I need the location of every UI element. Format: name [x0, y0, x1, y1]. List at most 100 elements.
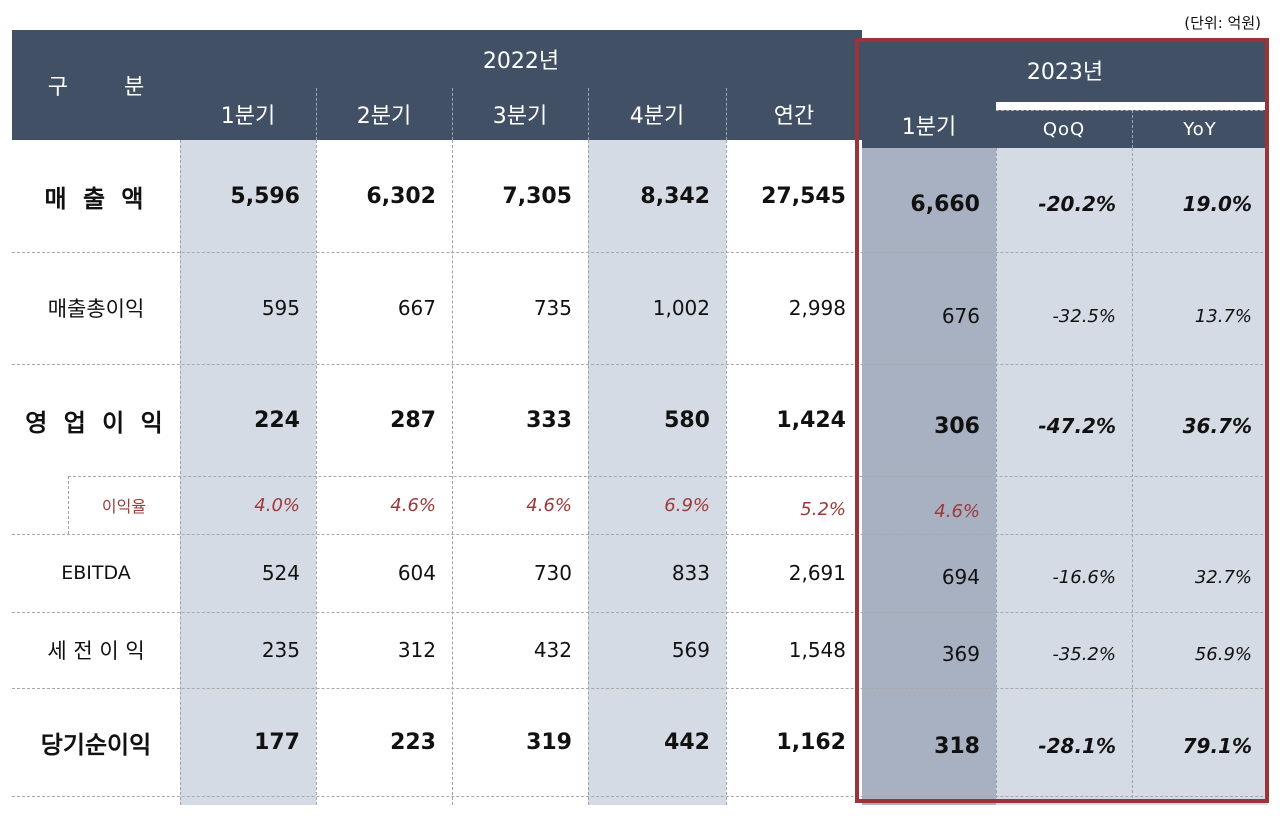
shade-q1-2023 — [862, 140, 996, 805]
shade-yoy — [1132, 140, 1268, 805]
row-divider — [68, 476, 69, 534]
col-divider — [180, 140, 181, 805]
shade-q4-2022 — [588, 140, 726, 805]
cell-revenue-2022-q3: 7,305 — [502, 183, 572, 209]
hdr-divider — [316, 88, 317, 140]
cell-pretax-qoq: -35.2% — [1052, 643, 1116, 665]
cell-revenue-2022-annual: 27,545 — [761, 183, 846, 209]
cell-ebitda-2022-q1: 524 — [261, 561, 300, 585]
cell-margin-2022-annual: 5.2% — [800, 498, 846, 520]
cell-pretax-2022-q3: 432 — [533, 638, 572, 662]
col-divider — [316, 140, 317, 805]
col-divider — [452, 140, 453, 805]
row-label-ebitda: EBITDA — [61, 562, 131, 584]
cell-operating-2023-q1: 306 — [934, 413, 980, 439]
col-divider — [996, 148, 997, 803]
highlight-2023-box — [855, 38, 1269, 803]
hdr-divider — [452, 88, 453, 140]
cell-net-2022-q1: 177 — [254, 729, 300, 755]
cell-operating-qoq: -47.2% — [1038, 414, 1116, 438]
hdr-divider — [726, 88, 727, 140]
cell-operating-yoy: 36.7% — [1182, 414, 1252, 438]
col-divider — [1132, 148, 1133, 803]
cell-operating-2022-annual: 1,424 — [776, 407, 846, 433]
cell-ebitda-2023-q1: 694 — [941, 565, 980, 589]
header-year-2022: 2022년 — [180, 30, 862, 88]
cell-operating-2022-q2: 287 — [390, 407, 436, 433]
cell-gross-2023-q1: 676 — [941, 304, 980, 328]
col-divider — [726, 140, 727, 805]
cell-ebitda-2022-q3: 730 — [533, 561, 572, 585]
row-label-net-income: 당기순이익 — [40, 730, 152, 759]
shade-qoq — [996, 140, 1132, 805]
cell-gross-2022-q1: 595 — [261, 296, 300, 320]
cell-revenue-2022-q4: 8,342 — [640, 183, 710, 209]
cell-pretax-2022-q2: 312 — [397, 638, 436, 662]
cell-ebitda-2022-annual: 2,691 — [788, 561, 846, 585]
col-header-2022-annual: 연간 — [726, 88, 862, 140]
cell-margin-2023-q1: 4.6% — [934, 500, 980, 522]
cell-revenue-2022-q1: 5,596 — [230, 183, 300, 209]
col-header-yoy: YoY — [1132, 110, 1268, 148]
header-category-right: 분 — [124, 75, 145, 100]
col-header-2022-q2: 2분기 — [316, 88, 452, 140]
cell-gross-yoy: 13.7% — [1194, 305, 1252, 327]
cell-operating-2022-q3: 333 — [526, 407, 572, 433]
row-label-margin: 이익율 — [101, 497, 147, 516]
cell-net-2022-q2: 223 — [390, 729, 436, 755]
cell-net-2022-q3: 319 — [526, 729, 572, 755]
cell-revenue-2022-q2: 6,302 — [366, 183, 436, 209]
row-divider — [12, 796, 1268, 797]
col-header-2022-q1: 1분기 — [180, 88, 316, 140]
cell-margin-2022-q4: 6.9% — [664, 494, 710, 516]
cell-pretax-2022-annual: 1,548 — [788, 638, 846, 662]
cell-revenue-yoy: 19.0% — [1182, 192, 1252, 216]
cell-pretax-2022-q4: 569 — [671, 638, 710, 662]
cell-operating-2022-q4: 580 — [664, 407, 710, 433]
row-label-gross-profit: 매출총이익 — [47, 297, 145, 321]
cell-margin-2022-q3: 4.6% — [526, 494, 572, 516]
cell-pretax-yoy: 56.9% — [1194, 643, 1252, 665]
header-category: 구 분 — [12, 30, 180, 140]
hdr-divider — [1132, 110, 1133, 148]
col-header-2023-q1: 1분기 — [862, 102, 996, 148]
cell-gross-2022-q3: 735 — [533, 296, 572, 320]
row-label-operating-profit: 영 업 이 익 — [25, 408, 167, 437]
col-divider — [588, 140, 589, 805]
cell-gross-qoq: -32.5% — [1052, 305, 1116, 327]
cell-ebitda-yoy: 32.7% — [1194, 566, 1252, 588]
cell-revenue-qoq: -20.2% — [1038, 192, 1116, 216]
cell-net-2022-annual: 1,162 — [776, 729, 846, 755]
cell-ebitda-2022-q2: 604 — [397, 561, 436, 585]
cell-pretax-2022-q1: 235 — [261, 638, 300, 662]
row-divider — [68, 476, 1268, 477]
header-year-2023: 2023년 — [862, 38, 1268, 102]
row-label-pretax: 세 전 이 익 — [47, 639, 145, 663]
shade-q1-2022 — [180, 140, 316, 805]
financial-table: 구 분 2022년 2023년 1분기 2분기 3분기 4분기 연간 1분기 Q… — [12, 30, 1272, 805]
row-divider — [12, 252, 1268, 253]
col-header-2022-q3: 3분기 — [452, 88, 588, 140]
cell-gross-2022-q4: 1,002 — [652, 296, 710, 320]
cell-net-2023-q1: 318 — [934, 733, 980, 759]
header-category-left: 구 — [47, 75, 68, 100]
row-divider — [12, 534, 1268, 535]
col-header-qoq: QoQ — [996, 110, 1132, 148]
row-divider — [12, 364, 1268, 365]
cell-net-yoy: 79.1% — [1182, 734, 1252, 758]
cell-ebitda-2022-q4: 833 — [671, 561, 710, 585]
hdr-divider — [588, 88, 589, 140]
cell-ebitda-qoq: -16.6% — [1052, 566, 1116, 588]
cell-margin-2022-q1: 4.0% — [254, 494, 300, 516]
cell-gross-2022-annual: 2,998 — [788, 296, 846, 320]
cell-margin-2022-q2: 4.6% — [390, 494, 436, 516]
row-label-revenue: 매 출 액 — [44, 184, 148, 213]
cell-net-qoq: -28.1% — [1038, 734, 1116, 758]
cell-gross-2022-q2: 667 — [397, 296, 436, 320]
cell-revenue-2023-q1: 6,660 — [910, 191, 980, 217]
col-header-2022-q4: 4분기 — [588, 88, 726, 140]
cell-net-2022-q4: 442 — [664, 729, 710, 755]
cell-operating-2022-q1: 224 — [254, 407, 300, 433]
unit-note: (단위: 억원) — [1184, 14, 1261, 32]
cell-pretax-2023-q1: 369 — [941, 642, 980, 666]
